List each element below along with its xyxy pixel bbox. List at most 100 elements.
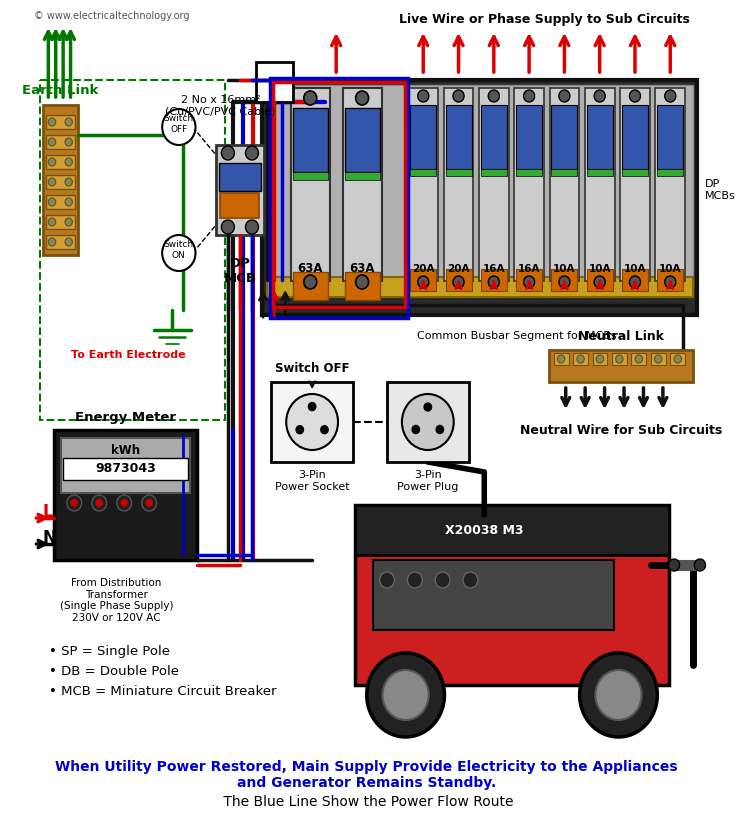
Circle shape	[355, 91, 369, 105]
Bar	[622, 105, 648, 169]
Text: Live Wire or Phase Supply to Sub Circuits: Live Wire or Phase Supply to Sub Circuit…	[399, 13, 690, 27]
Bar	[445, 269, 472, 291]
Bar	[43, 105, 78, 255]
Circle shape	[523, 90, 534, 102]
Circle shape	[96, 499, 103, 507]
Circle shape	[629, 90, 640, 102]
Bar	[651, 353, 665, 365]
Bar	[657, 269, 683, 291]
Circle shape	[162, 235, 196, 271]
Circle shape	[424, 403, 431, 411]
Bar	[293, 108, 328, 172]
Text: 3-Pin
Power Socket: 3-Pin Power Socket	[275, 470, 350, 492]
Bar	[481, 105, 507, 169]
Circle shape	[453, 276, 464, 288]
Bar	[410, 269, 436, 291]
Bar	[612, 353, 627, 365]
Bar	[657, 169, 683, 176]
Circle shape	[674, 355, 682, 363]
Text: 10A: 10A	[588, 264, 611, 274]
Text: 9873043: 9873043	[95, 463, 156, 475]
Text: • DB = Double Pole: • DB = Double Pole	[49, 665, 180, 678]
Bar	[444, 88, 473, 281]
Circle shape	[162, 109, 196, 145]
Bar	[408, 88, 438, 281]
Circle shape	[65, 138, 72, 146]
Bar	[573, 353, 588, 365]
Circle shape	[117, 495, 132, 511]
Bar	[516, 269, 542, 291]
Text: Switch
OFF: Switch OFF	[164, 114, 194, 134]
Circle shape	[142, 495, 157, 511]
Bar	[46, 215, 75, 229]
Circle shape	[463, 572, 478, 588]
Circle shape	[49, 138, 56, 146]
Circle shape	[65, 218, 72, 226]
Circle shape	[418, 276, 429, 288]
Bar	[255, 62, 293, 102]
Bar	[655, 88, 685, 281]
Bar	[670, 353, 685, 365]
Bar	[587, 105, 612, 169]
Text: • SP = Single Pole: • SP = Single Pole	[49, 645, 170, 658]
Bar	[46, 115, 75, 129]
Text: X20038 M3: X20038 M3	[445, 524, 523, 537]
Bar	[219, 163, 261, 191]
Bar	[61, 438, 190, 493]
Circle shape	[49, 118, 56, 126]
Bar	[221, 193, 259, 218]
Circle shape	[577, 355, 584, 363]
Circle shape	[246, 146, 258, 160]
Bar	[216, 145, 264, 235]
Circle shape	[488, 276, 499, 288]
Circle shape	[65, 178, 72, 186]
Text: © www.electricaltechnology.org: © www.electricaltechnology.org	[34, 11, 189, 21]
Text: 16A: 16A	[518, 264, 540, 274]
Text: Neutral Link: Neutral Link	[578, 330, 664, 342]
Text: 63A: 63A	[350, 262, 375, 276]
Circle shape	[246, 220, 258, 234]
Bar	[269, 78, 408, 318]
Circle shape	[146, 499, 153, 507]
Bar	[293, 272, 328, 300]
Circle shape	[523, 276, 534, 288]
Circle shape	[654, 355, 662, 363]
Circle shape	[595, 670, 642, 720]
Bar	[410, 169, 436, 176]
Bar	[54, 430, 197, 560]
Bar	[373, 560, 614, 630]
Text: Earth Link: Earth Link	[22, 84, 99, 97]
Text: From Distribution
Transformer
(Single Phase Supply)
230V or 120V AC: From Distribution Transformer (Single Ph…	[60, 578, 173, 623]
Circle shape	[594, 276, 605, 288]
Circle shape	[49, 158, 56, 166]
Circle shape	[367, 653, 445, 737]
Bar	[293, 172, 328, 180]
Text: DP
MCBs: DP MCBs	[704, 180, 735, 200]
Circle shape	[635, 355, 643, 363]
Text: Switch
ON: Switch ON	[164, 240, 194, 260]
Circle shape	[222, 220, 234, 234]
Circle shape	[694, 559, 706, 571]
Bar	[262, 80, 697, 315]
Bar	[481, 169, 507, 176]
Circle shape	[65, 158, 72, 166]
Text: 63A: 63A	[297, 262, 323, 276]
Circle shape	[380, 572, 394, 588]
Circle shape	[629, 276, 640, 288]
Bar	[550, 88, 579, 281]
Circle shape	[383, 670, 429, 720]
Circle shape	[286, 394, 338, 450]
Bar	[549, 350, 693, 382]
Bar	[445, 169, 472, 176]
Circle shape	[355, 275, 369, 289]
Bar	[291, 88, 330, 281]
Text: When Utility Power Restored, Main Supply Provide Electricity to the Appliances
a: When Utility Power Restored, Main Supply…	[55, 760, 678, 790]
Circle shape	[436, 426, 444, 433]
Circle shape	[321, 426, 328, 433]
Circle shape	[49, 238, 56, 246]
Bar	[592, 353, 607, 365]
Bar	[343, 88, 381, 281]
Bar	[410, 105, 436, 169]
Circle shape	[665, 90, 676, 102]
Circle shape	[67, 495, 82, 511]
